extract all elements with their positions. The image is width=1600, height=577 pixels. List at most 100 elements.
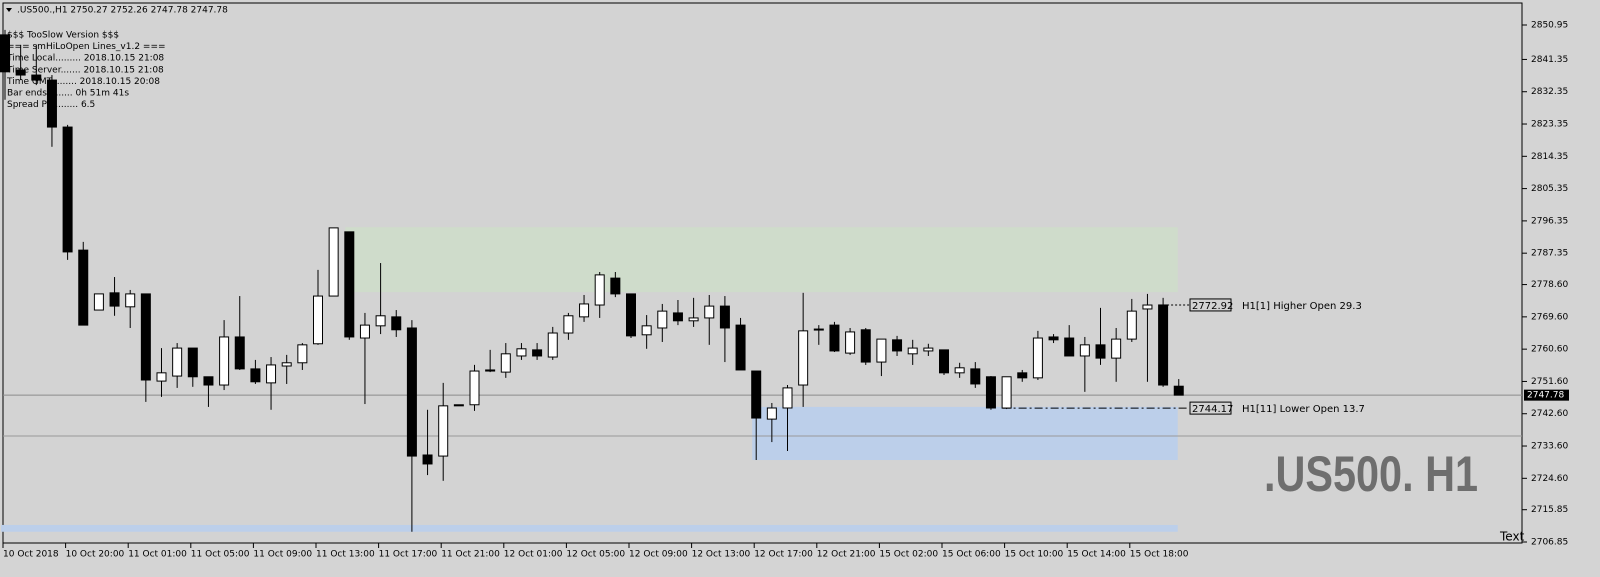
- candle-body: [0, 34, 10, 73]
- y-tick-label: 2751.60: [1531, 377, 1568, 387]
- y-tick-label: 2706.85: [1531, 537, 1568, 547]
- watermark: .US500. H1: [1264, 446, 1478, 502]
- x-tick-label: 10 Oct 2018: [3, 550, 59, 560]
- x-tick-label: 11 Oct 21:00: [441, 550, 500, 560]
- y-tick-label: 2823.35: [1531, 120, 1568, 130]
- candle-body: [1048, 336, 1059, 341]
- y-tick-label: 2742.60: [1531, 409, 1568, 419]
- y-tick-label: 2724.60: [1531, 474, 1568, 484]
- candle-body: [140, 293, 151, 381]
- y-tick-label: 2832.35: [1531, 87, 1568, 97]
- candle-body: [782, 387, 793, 409]
- zone: [345, 227, 1178, 293]
- candle-body: [234, 336, 245, 370]
- candle-body: [453, 404, 464, 407]
- menu-arrow[interactable]: [6, 8, 12, 12]
- candle-body: [156, 372, 167, 382]
- x-tick-label: 11 Oct 09:00: [253, 550, 312, 560]
- candle-body: [860, 329, 871, 363]
- candle-body: [579, 303, 590, 318]
- candle-body: [766, 407, 777, 420]
- level-box: [1189, 298, 1232, 312]
- candle-body: [281, 362, 292, 367]
- y-tick-label: 2787.35: [1531, 249, 1568, 259]
- candle-body: [719, 305, 730, 329]
- x-tick-label: 11 Oct 13:00: [316, 550, 375, 560]
- y-tick-label: 2769.60: [1531, 312, 1568, 322]
- candle-body: [923, 347, 934, 352]
- candle-body: [266, 364, 277, 384]
- candle-body: [438, 405, 449, 457]
- candle-body: [344, 231, 355, 338]
- candle-body: [532, 349, 543, 357]
- candle-body: [359, 324, 370, 339]
- candle-body: [954, 367, 965, 374]
- candle-body: [1142, 304, 1153, 310]
- info-line: Time Server....... 2018.10.15 21:08: [6, 65, 164, 75]
- level-box: [1189, 401, 1232, 415]
- candle-body: [313, 295, 323, 345]
- zone: [752, 406, 1178, 461]
- candle-body: [62, 126, 73, 253]
- level-value: 2744.17: [1192, 404, 1233, 415]
- candle-body: [46, 79, 57, 128]
- y-tick-label: 2760.60: [1531, 345, 1568, 355]
- candle-body: [907, 347, 918, 355]
- candle-body: [547, 332, 558, 358]
- candle-body: [500, 353, 511, 373]
- y-tick-label: 2796.35: [1531, 216, 1568, 226]
- x-tick-label: 12 Oct 01:00: [504, 550, 563, 560]
- candle-body: [31, 74, 42, 81]
- level-label: H1[11] Lower Open 13.7: [1242, 404, 1365, 415]
- candle-body: [516, 348, 527, 357]
- candle-body: [688, 317, 699, 322]
- x-tick-label: 11 Oct 05:00: [191, 550, 250, 560]
- header: .US500.,H1 2750.27 2752.26 2747.78 2747.…: [17, 6, 228, 16]
- candle-body: [1111, 338, 1122, 359]
- candle-body: [845, 331, 856, 354]
- candle-body: [735, 324, 746, 371]
- y-tick-label: 2778.60: [1531, 280, 1568, 290]
- current-price-label: 2747.78: [1527, 391, 1564, 401]
- candle-body: [1001, 376, 1012, 409]
- candle-body: [970, 368, 981, 385]
- candle-body: [422, 454, 433, 465]
- candle-body: [250, 368, 261, 383]
- candle-body: [1079, 344, 1090, 357]
- x-tick-label: 12 Oct 05:00: [566, 550, 625, 560]
- candle-body: [876, 338, 887, 363]
- candle-body: [406, 327, 417, 457]
- info-line: Spread Pts........ 6.5: [7, 100, 95, 110]
- x-tick-label: 12 Oct 21:00: [817, 550, 876, 560]
- y-tick-label: 2733.60: [1531, 442, 1568, 452]
- x-tick-label: 10 Oct 20:00: [66, 550, 125, 560]
- y-tick-label: 2850.95: [1531, 20, 1568, 30]
- x-tick-label: 11 Oct 01:00: [128, 550, 187, 560]
- candle-body: [328, 227, 339, 297]
- candle-body: [1095, 344, 1106, 359]
- y-tick-label: 2715.85: [1531, 505, 1568, 515]
- x-tick-label: 15 Oct 10:00: [1005, 550, 1064, 560]
- candle-body: [829, 324, 840, 352]
- current-price-box: [1524, 389, 1569, 401]
- level-label: H1[1] Higher Open 29.3: [1242, 301, 1362, 312]
- level-value: 2772.92: [1192, 301, 1233, 312]
- info-line: Bar ends ........ 0h 51m 41s: [7, 89, 129, 99]
- candle-body: [672, 312, 683, 322]
- candle-body: [563, 315, 574, 334]
- y-tick-label: 2841.35: [1531, 55, 1568, 65]
- candle-body: [219, 336, 230, 386]
- candle-body: [610, 277, 621, 295]
- y-tick-label: 2805.35: [1531, 184, 1568, 194]
- candle-body: [1173, 385, 1184, 396]
- info-line: === smHiLoOpen Lines_v1.2 ===: [7, 42, 166, 52]
- x-tick-label: 15 Oct 06:00: [942, 550, 1001, 560]
- candle-body: [704, 305, 715, 319]
- candle-body: [985, 376, 996, 409]
- candle-body: [1158, 304, 1169, 386]
- candle-body: [1126, 310, 1137, 340]
- candle-body: [203, 376, 214, 386]
- candle-body: [187, 347, 198, 378]
- candle-body: [626, 293, 636, 337]
- candle-body: [657, 310, 668, 329]
